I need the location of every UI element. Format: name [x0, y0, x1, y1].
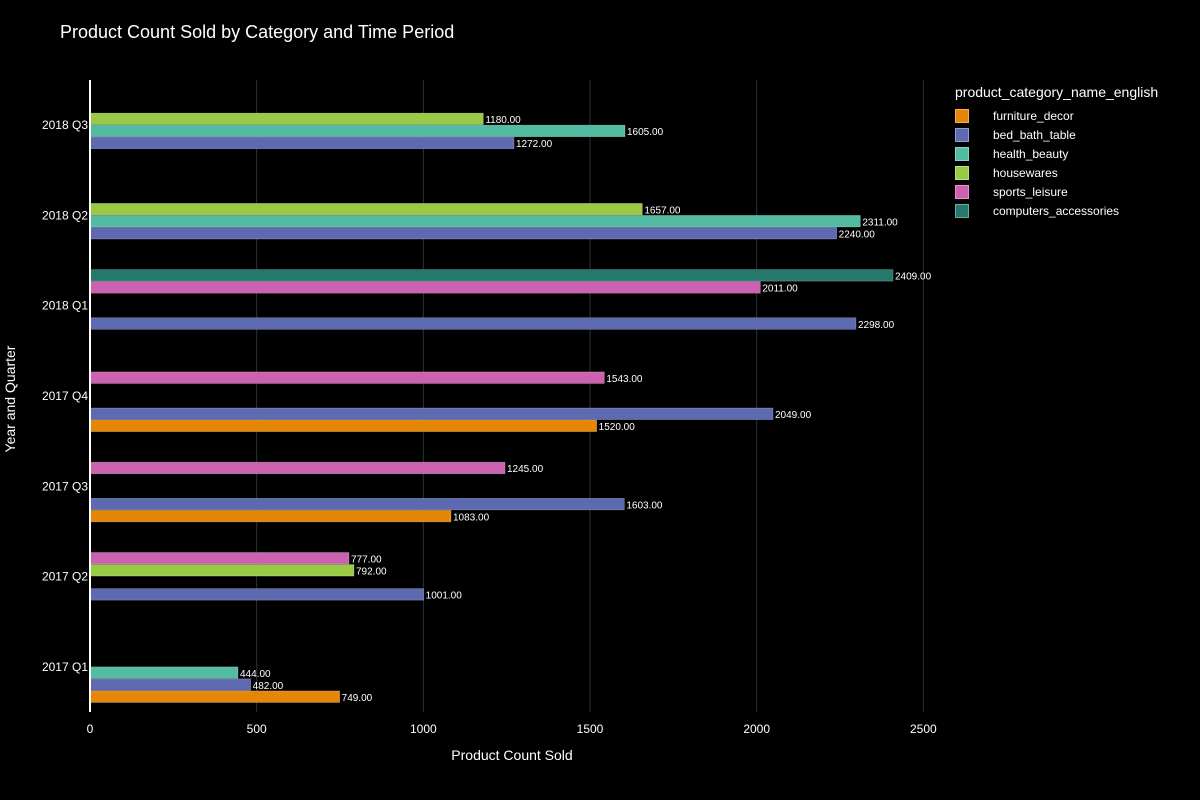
axis-ticks: 0 500 1000 1500 2000 2500 2017 Q1 2017 Q2 2017 Q…: [42, 118, 937, 736]
legend-swatch: [955, 165, 969, 180]
legend-swatch: [955, 108, 969, 123]
data-label: 1603.00: [626, 500, 663, 511]
data-label: 2240.00: [839, 229, 876, 240]
legend-label: computers_accessories: [993, 203, 1120, 218]
y-tick-label: 2017 Q4: [42, 389, 88, 403]
legend-item-housewares[interactable]: housewares: [955, 163, 1158, 182]
legend-label: housewares: [993, 165, 1058, 180]
bar-sports_leisure-2017-Q4[interactable]: [89, 371, 605, 384]
bar-computers_accessories-2018-Q1[interactable]: [89, 269, 894, 282]
legend-swatch: [955, 146, 969, 161]
data-label: 2409.00: [895, 272, 932, 283]
y-tick-label: 2017 Q1: [42, 660, 88, 674]
x-tick-label: 2500: [910, 722, 937, 736]
bar-furniture_decor-2017-Q4[interactable]: [89, 419, 597, 432]
legend-swatch: [955, 203, 969, 218]
gridlines: [256, 80, 924, 712]
bar-health_beauty-2018-Q3[interactable]: [89, 124, 626, 137]
legend-item-health_beauty[interactable]: health_beauty: [955, 144, 1158, 163]
bar-bed_bath_table-2018-Q3[interactable]: [89, 136, 515, 150]
x-tick-label: 2000: [743, 722, 770, 736]
bar-bed_bath_table-2018-Q2[interactable]: [89, 227, 837, 240]
bar-bed_bath_table-2017-Q2[interactable]: [89, 588, 424, 601]
chart-title: Product Count Sold by Category and Time …: [60, 22, 455, 42]
data-label: 482.00: [253, 681, 284, 692]
bars: [89, 112, 894, 703]
y-tick-label: 2018 Q2: [42, 208, 88, 222]
y-tick-label: 2018 Q1: [42, 299, 88, 313]
legend-title: product_category_name_english: [955, 84, 1159, 100]
y-tick-label: 2018 Q3: [42, 118, 88, 132]
bar-health_beauty-2017-Q1[interactable]: [89, 666, 239, 679]
data-label: 1083.00: [453, 512, 490, 523]
legend-label: health_beauty: [993, 146, 1069, 161]
legend-item-computers_accessories[interactable]: computers_accessories: [955, 201, 1158, 220]
data-label: 1605.00: [627, 127, 664, 138]
x-tick-label: 0: [87, 722, 94, 736]
bar-bed_bath_table-2017-Q3[interactable]: [89, 498, 625, 511]
data-label: 792.00: [356, 567, 387, 578]
legend-swatch: [955, 184, 969, 199]
bar-housewares-2018-Q2[interactable]: [89, 203, 643, 216]
bar-sports_leisure-2018-Q1[interactable]: [89, 281, 761, 294]
legend: product_category_name_english furniture_…: [955, 84, 1158, 220]
data-label: 1245.00: [507, 464, 544, 475]
legend-swatch: [955, 127, 969, 142]
data-label: 2298.00: [858, 320, 895, 331]
data-label: 2011.00: [762, 284, 798, 295]
y-tick-label: 2017 Q2: [42, 570, 88, 584]
bar-bed_bath_table-2018-Q1[interactable]: [89, 317, 857, 330]
bar-housewares-2017-Q2[interactable]: [89, 564, 355, 577]
y-axis-label: Year and Quarter: [2, 345, 18, 452]
legend-item-furniture_decor[interactable]: furniture_decor: [955, 106, 1158, 125]
legend-item-bed_bath_table[interactable]: bed_bath_table: [955, 125, 1158, 144]
data-label: 749.00: [342, 693, 373, 704]
x-tick-label: 1500: [577, 722, 604, 736]
bar-furniture_decor-2017-Q1[interactable]: [89, 690, 340, 703]
y-tick-label: 2017 Q3: [42, 479, 88, 493]
data-label: 1272.00: [516, 139, 553, 150]
data-label: 777.00: [351, 555, 382, 566]
bar-furniture_decor-2017-Q3[interactable]: [89, 510, 452, 523]
legend-label: bed_bath_table: [993, 127, 1076, 142]
x-tick-label: 500: [247, 722, 267, 736]
data-label: 2049.00: [775, 410, 812, 421]
legend-label: furniture_decor: [993, 108, 1074, 123]
data-label: 2311.00: [862, 217, 898, 228]
bar-bed_bath_table-2017-Q1[interactable]: [89, 678, 251, 691]
bar-housewares-2018-Q3[interactable]: [89, 112, 484, 125]
data-label: 444.00: [240, 669, 271, 680]
legend-label: sports_leisure: [993, 184, 1068, 199]
bar-sports_leisure-2017-Q3[interactable]: [89, 461, 506, 475]
legend-item-sports_leisure[interactable]: sports_leisure: [955, 182, 1158, 201]
data-label: 1520.00: [599, 422, 636, 433]
data-label: 1657.00: [644, 205, 681, 216]
bar-sports_leisure-2017-Q2[interactable]: [89, 552, 350, 565]
x-tick-label: 1000: [410, 722, 437, 736]
data-label: 1001.00: [426, 591, 463, 602]
bar-bed_bath_table-2017-Q4[interactable]: [89, 407, 774, 420]
data-label: 1180.00: [485, 115, 521, 126]
bar-health_beauty-2018-Q2[interactable]: [89, 215, 861, 228]
data-label: 1543.00: [606, 374, 643, 385]
x-axis-label: Product Count Sold: [451, 747, 572, 763]
